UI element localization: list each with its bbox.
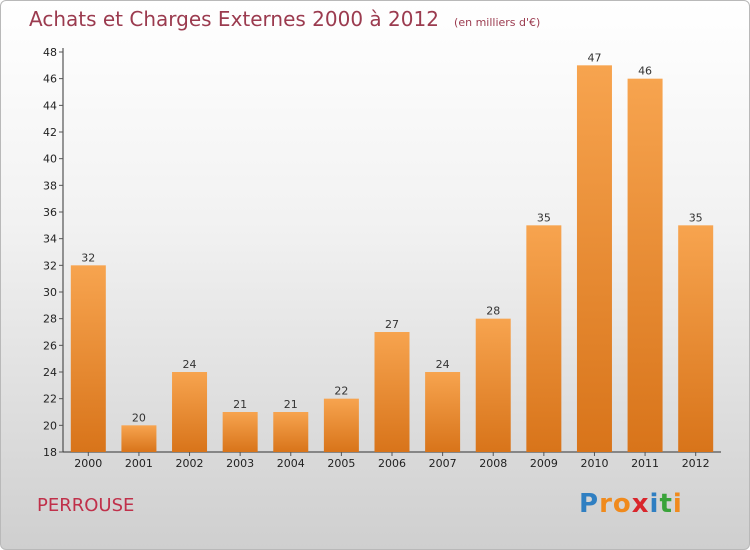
x-tick-label: 2006 <box>378 457 406 470</box>
y-tick-label: 34 <box>43 233 57 246</box>
bar <box>374 332 410 452</box>
data-label: 35 <box>537 211 551 224</box>
bars <box>70 65 714 453</box>
x-tick-label: 2011 <box>631 457 659 470</box>
x-tick-label: 2008 <box>479 457 507 470</box>
y-tick-label: 44 <box>43 99 57 112</box>
bar <box>425 372 461 452</box>
data-label: 46 <box>638 65 652 78</box>
data-label: 24 <box>183 358 197 371</box>
data-label: 28 <box>486 305 500 318</box>
y-tick-label: 42 <box>43 126 57 139</box>
y-tick-label: 30 <box>43 286 57 299</box>
logo-letter: i <box>672 489 683 519</box>
logo-letter: r <box>599 489 613 519</box>
data-label: 24 <box>436 358 450 371</box>
data-label: 22 <box>334 385 348 398</box>
logo-letter: o <box>612 489 632 519</box>
logo-letter: x <box>631 489 650 519</box>
x-tick-label: 2000 <box>74 457 102 470</box>
bar <box>526 225 562 452</box>
x-tick-label: 2004 <box>277 457 305 470</box>
data-label: 47 <box>587 51 601 64</box>
x-tick-label: 2009 <box>530 457 558 470</box>
bar <box>678 225 714 452</box>
bar <box>70 265 106 452</box>
y-tick-label: 26 <box>43 339 57 352</box>
x-tick-label: 2012 <box>682 457 710 470</box>
bar <box>627 78 663 453</box>
y-tick-label: 22 <box>43 393 57 406</box>
bar <box>121 425 157 452</box>
x-tick-label: 2003 <box>226 457 254 470</box>
data-label: 32 <box>81 251 95 264</box>
y-tick-label: 18 <box>43 446 57 459</box>
y-tick-label: 36 <box>43 206 57 219</box>
x-tick-label: 2007 <box>429 457 457 470</box>
y-tick-label: 48 <box>43 46 57 59</box>
x-tick-label: 2010 <box>580 457 608 470</box>
y-tick-label: 20 <box>43 419 57 432</box>
logo-letter: t <box>659 489 673 519</box>
chart-title-block: Achats et Charges Externes 2000 à 2012 (… <box>29 7 540 31</box>
x-tick-label: 2002 <box>176 457 204 470</box>
data-label: 20 <box>132 411 146 424</box>
chart-unit: (en milliers d'€) <box>454 16 541 29</box>
commune-name: PERROUSE <box>37 495 135 516</box>
y-tick-label: 32 <box>43 259 57 272</box>
bar <box>172 372 208 452</box>
proxiti-logo: Proxiti <box>579 489 683 519</box>
y-tick-label: 46 <box>43 73 57 86</box>
data-labels: 32 20 24 21 21 22 27 24 28 35 47 46 35 <box>81 51 702 424</box>
bar <box>273 412 309 452</box>
data-label: 21 <box>233 398 247 411</box>
bar <box>323 398 359 452</box>
chart-title: Achats et Charges Externes 2000 à 2012 <box>29 7 439 31</box>
x-tick-label: 2005 <box>327 457 355 470</box>
y-tick-label: 40 <box>43 153 57 166</box>
data-label: 21 <box>284 398 298 411</box>
logo-letter: P <box>579 489 600 519</box>
bar <box>222 412 258 452</box>
logo-letter: i <box>649 489 660 519</box>
data-label: 27 <box>385 318 399 331</box>
bar <box>475 318 511 452</box>
bar <box>576 65 612 452</box>
x-tick-label: 2001 <box>125 457 153 470</box>
y-tick-label: 24 <box>43 366 57 379</box>
data-label: 35 <box>689 211 703 224</box>
axes: 18 20 22 24 26 28 30 32 34 36 38 40 42 44 46 48 2000 2001… <box>43 46 721 470</box>
y-tick-label: 28 <box>43 313 57 326</box>
y-tick-label: 38 <box>43 179 57 192</box>
